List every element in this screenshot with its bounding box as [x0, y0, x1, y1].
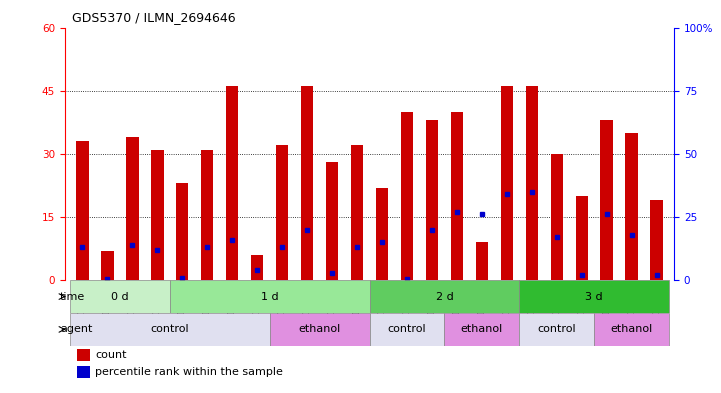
Bar	[151, 150, 164, 280]
Bar	[76, 141, 89, 280]
Bar	[169, 280, 370, 313]
Bar	[575, 196, 588, 280]
Text: control: control	[151, 324, 189, 334]
Bar	[594, 313, 669, 346]
Text: 3 d: 3 d	[585, 292, 603, 301]
Bar	[650, 200, 663, 280]
Bar	[326, 162, 338, 280]
Bar	[276, 145, 288, 280]
Text: ethanol: ethanol	[461, 324, 503, 334]
Text: control: control	[388, 324, 426, 334]
Bar	[77, 366, 90, 378]
Bar	[70, 313, 270, 346]
Bar	[301, 86, 314, 280]
Text: control: control	[537, 324, 576, 334]
Text: time: time	[60, 292, 85, 301]
Bar	[270, 313, 370, 346]
Bar	[226, 86, 239, 280]
Bar	[444, 313, 519, 346]
Bar	[70, 280, 169, 313]
Bar	[251, 255, 263, 280]
Text: agent: agent	[60, 324, 92, 334]
Bar	[101, 251, 114, 280]
Bar	[77, 349, 90, 361]
Text: ethanol: ethanol	[611, 324, 653, 334]
Bar	[425, 120, 438, 280]
Bar	[519, 313, 594, 346]
Bar	[625, 133, 638, 280]
Text: 2 d: 2 d	[435, 292, 454, 301]
Bar	[351, 145, 363, 280]
Bar	[601, 120, 613, 280]
Bar	[126, 137, 138, 280]
Text: GDS5370 / ILMN_2694646: GDS5370 / ILMN_2694646	[72, 11, 236, 24]
Text: percentile rank within the sample: percentile rank within the sample	[95, 367, 283, 377]
Bar	[500, 86, 513, 280]
Bar	[526, 86, 538, 280]
Bar	[476, 242, 488, 280]
Text: count: count	[95, 350, 127, 360]
Bar	[201, 150, 213, 280]
Bar	[376, 187, 388, 280]
Text: ethanol: ethanol	[298, 324, 341, 334]
Bar	[551, 154, 563, 280]
Bar	[369, 280, 519, 313]
Bar	[451, 112, 463, 280]
Bar	[401, 112, 413, 280]
Bar	[519, 280, 669, 313]
Bar	[369, 313, 444, 346]
Text: 0 d: 0 d	[111, 292, 128, 301]
Text: 1 d: 1 d	[261, 292, 278, 301]
Bar	[176, 183, 188, 280]
